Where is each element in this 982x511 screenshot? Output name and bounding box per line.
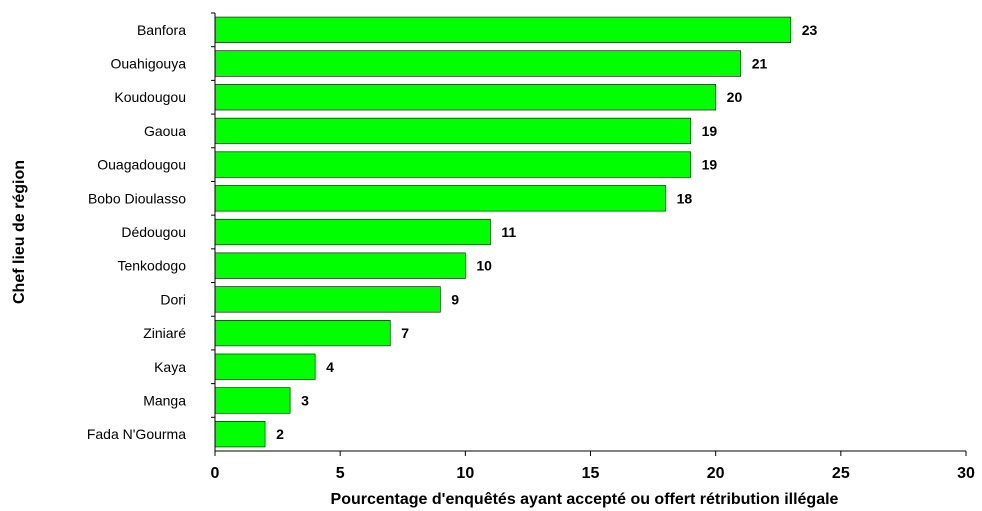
x-tick-label: 25: [832, 465, 850, 482]
bars-group: [214, 16, 792, 448]
bar-12: [214, 421, 266, 448]
category-label: Kaya: [154, 359, 186, 375]
category-label: Koudougou: [114, 89, 186, 105]
category-label: Manga: [143, 392, 186, 408]
data-label: 20: [727, 89, 743, 105]
data-label: 19: [702, 123, 718, 139]
x-tick-label: 10: [456, 465, 474, 482]
bar-4: [214, 151, 691, 178]
bar-11: [214, 387, 291, 414]
category-label: Fada N'Gourma: [87, 426, 186, 442]
x-tick-label: 30: [957, 465, 975, 482]
bar-8: [214, 286, 441, 313]
x-axis-title: Pourcentage d'enquêtés ayant accepté ou …: [331, 491, 839, 508]
bar-10: [214, 353, 316, 380]
data-label: 23: [802, 22, 818, 38]
data-label: 19: [702, 157, 718, 173]
data-labels: 23 21 20 19 19 18 11 10 9 7 4 3 2: [276, 22, 817, 442]
data-label: 4: [326, 359, 334, 375]
category-label: Dori: [160, 291, 186, 307]
bar-6: [214, 218, 491, 246]
data-label: 9: [451, 291, 459, 307]
data-label: 21: [752, 56, 768, 72]
bar-1: [214, 50, 742, 77]
data-label: 11: [501, 224, 516, 240]
bar-2: [214, 84, 716, 111]
y-axis-title: Chef lieu de région: [11, 160, 28, 304]
category-label: Banfora: [137, 22, 186, 38]
x-tick-label: 0: [211, 465, 220, 482]
data-label: 18: [677, 190, 693, 206]
category-label: Ouahigouya: [110, 56, 186, 72]
category-labels: Banfora Ouahigouya Koudougou Gaoua Ouagadoug…: [87, 22, 186, 442]
category-label: Gaoua: [144, 123, 186, 139]
data-label: 7: [401, 325, 409, 341]
x-tick-label: 15: [582, 465, 600, 482]
bar-3: [214, 117, 691, 145]
bar-7: [214, 252, 466, 279]
category-label: Tenkodogo: [117, 258, 186, 274]
bar-9: [214, 319, 391, 347]
bar-0: [214, 16, 792, 43]
category-label: Dédougou: [121, 224, 186, 240]
x-axis-ticks: 0 5 10 15 20 25 30: [211, 12, 975, 482]
bar-5: [214, 185, 666, 212]
x-tick-label: 5: [336, 465, 345, 482]
category-label: Ouagadougou: [97, 157, 186, 173]
category-label: Ziniaré: [143, 325, 186, 341]
data-label: 3: [301, 392, 309, 408]
x-tick-label: 20: [707, 465, 725, 482]
data-label: 2: [276, 426, 284, 442]
data-label: 10: [476, 258, 492, 274]
category-label: Bobo Dioulasso: [88, 190, 186, 206]
